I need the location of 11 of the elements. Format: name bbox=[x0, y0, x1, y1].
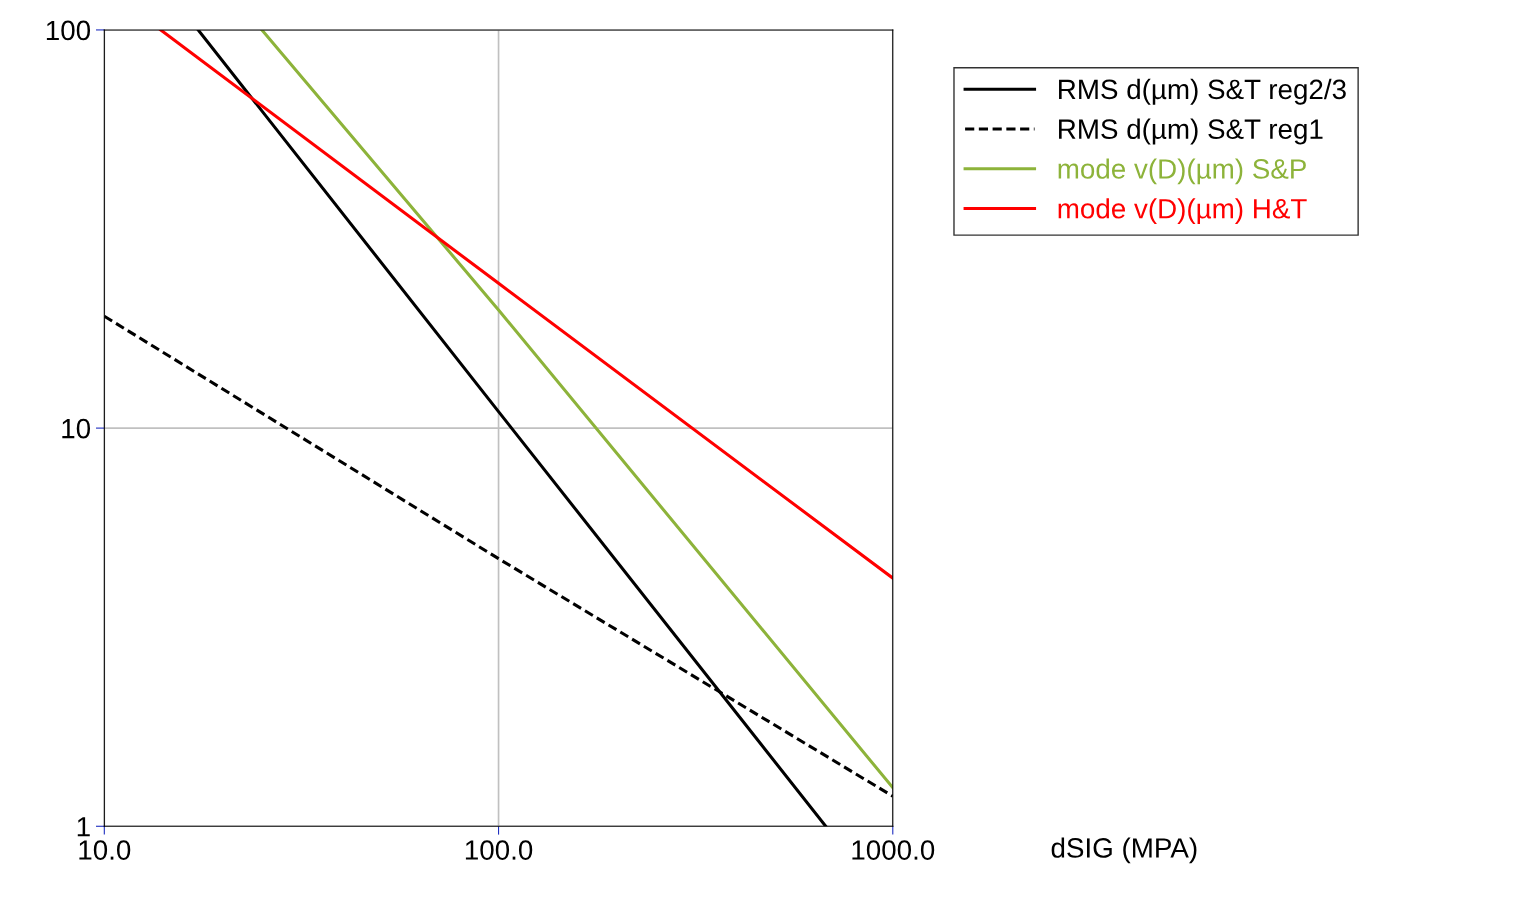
x-tick-label: 100.0 bbox=[465, 840, 533, 860]
legend-label: RMS d(µm) S&T reg1 bbox=[1059, 118, 1323, 145]
legend-label: mode v(D)(µm) S&P bbox=[1058, 158, 1306, 185]
legend-label: mode v(D)(µm) H&T bbox=[1058, 198, 1307, 225]
y-tick-label: 100 bbox=[46, 20, 91, 41]
y-tick-label: 1 bbox=[77, 817, 90, 837]
x-tick-label: 1000.0 bbox=[852, 840, 935, 860]
x-axis-title: dSIG (MPA) bbox=[1051, 837, 1197, 864]
y-tick-label: 10 bbox=[62, 418, 91, 439]
x-tick-label: 10.0 bbox=[79, 840, 131, 860]
legend-label: RMS d(µm) S&T reg2/3 bbox=[1059, 78, 1346, 105]
